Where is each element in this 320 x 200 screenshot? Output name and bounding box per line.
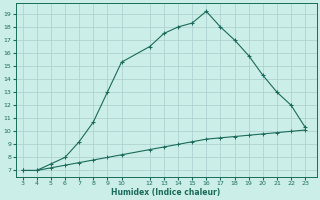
X-axis label: Humidex (Indice chaleur): Humidex (Indice chaleur): [111, 188, 221, 197]
